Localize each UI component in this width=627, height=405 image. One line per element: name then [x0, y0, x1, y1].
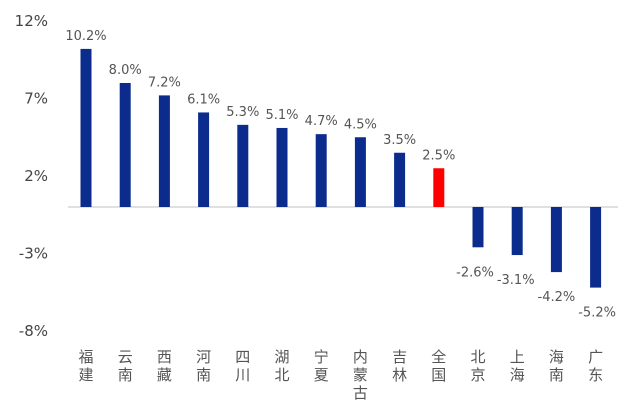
data-label: 7.2% [148, 75, 181, 90]
data-label: 4.5% [344, 117, 377, 132]
data-label: 6.1% [187, 92, 220, 107]
data-label: 5.3% [226, 105, 259, 120]
bar [550, 207, 562, 273]
data-label: 8.0% [109, 63, 142, 78]
bar [354, 137, 366, 207]
bar [394, 152, 406, 207]
data-label: 10.2% [65, 29, 106, 44]
bar [237, 124, 249, 207]
bar [590, 207, 602, 288]
bar [511, 207, 523, 256]
category-label: 福建 [78, 348, 93, 384]
data-label: -3.1% [497, 273, 535, 288]
y-tick-label: -3% [19, 245, 48, 263]
y-tick-label: 7% [24, 90, 48, 108]
y-tick-label: 12% [15, 12, 48, 30]
data-label: -4.2% [538, 290, 576, 305]
category-label: 广东 [588, 348, 603, 384]
data-label: 2.5% [422, 148, 455, 163]
category-label: 吉林 [392, 348, 407, 384]
data-label: 5.1% [265, 108, 298, 123]
bar [433, 168, 445, 207]
category-label: 湖北 [274, 348, 289, 384]
category-label: 云南 [118, 348, 133, 384]
bar [80, 48, 92, 208]
category-label: 四川 [235, 348, 250, 384]
category-label: 宁夏 [314, 348, 329, 384]
data-label: -5.2% [578, 306, 616, 321]
y-axis: 12% 7% 2% -3% -8% [15, 12, 48, 340]
bar [158, 95, 170, 207]
bar [119, 83, 131, 207]
bars-group [80, 48, 602, 288]
category-label: 海南 [549, 348, 564, 384]
data-label: 3.5% [383, 133, 416, 148]
category-label: 北京 [470, 348, 485, 384]
bar [472, 207, 484, 248]
y-tick-label: 2% [24, 167, 48, 185]
category-label: 上海 [510, 348, 525, 384]
y-tick-label: -8% [19, 322, 48, 340]
data-label: -2.6% [456, 265, 494, 280]
bar [315, 134, 327, 207]
bar [276, 127, 288, 207]
data-label: 4.7% [305, 114, 338, 129]
category-label: 河南 [196, 348, 211, 384]
bar [198, 112, 210, 207]
category-label: 西藏 [157, 348, 172, 384]
data-labels-group: 10.2% 8.0% 7.2% 6.1% 5.3% 5.1% 4.7% 4.5% 3.5% 2.5… [65, 29, 616, 321]
category-label: 内蒙古 [353, 348, 368, 402]
category-label: 全国 [431, 348, 446, 384]
